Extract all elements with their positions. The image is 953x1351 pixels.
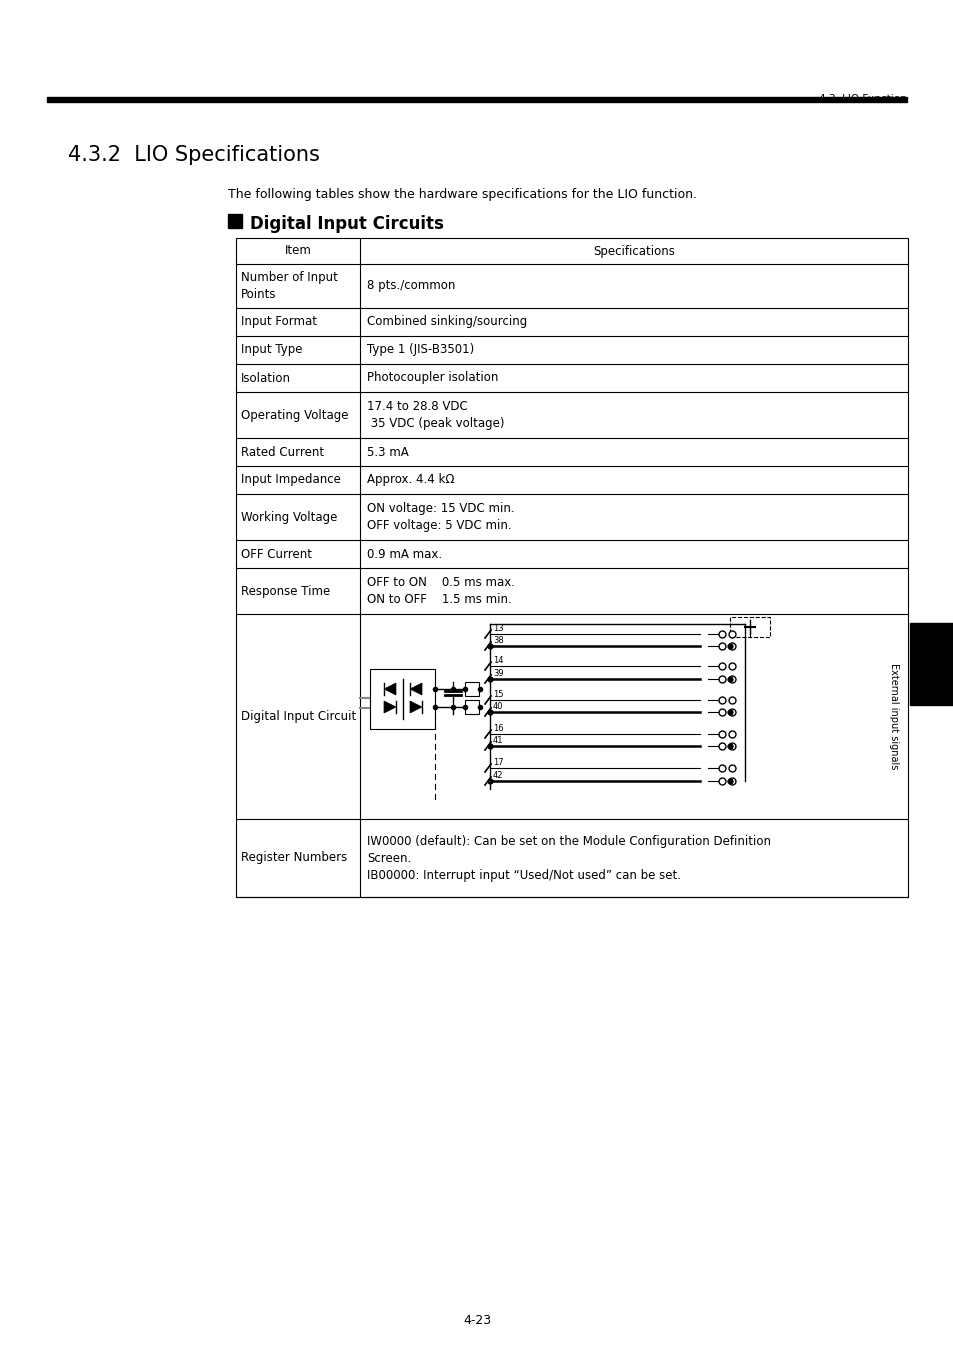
Text: Rated Current: Rated Current [241,446,324,458]
Text: 4.3  LIO Function: 4.3 LIO Function [819,95,906,104]
Text: ON voltage: 15 VDC min.
OFF voltage: 5 VDC min.: ON voltage: 15 VDC min. OFF voltage: 5 V… [367,503,514,532]
Text: 41: 41 [493,736,503,744]
Bar [47,97,906,101]
Text: Isolation: Isolation [241,372,291,385]
Text: Response Time: Response Time [241,585,330,597]
Text: 14: 14 [493,657,503,665]
Text: Register Numbers: Register Numbers [241,851,347,865]
Text: Operating Voltage: Operating Voltage [241,408,348,422]
Polygon shape [410,684,421,694]
Text: External input signals: External input signals [888,663,898,770]
Text: Working Voltage: Working Voltage [241,511,337,523]
Text: Combined sinking/sourcing: Combined sinking/sourcing [367,316,527,328]
Text: 4: 4 [921,650,942,678]
Bar [464,700,478,713]
Text: OFF to ON    0.5 ms max.
ON to OFF    1.5 ms min.: OFF to ON 0.5 ms max. ON to OFF 1.5 ms m… [367,576,515,607]
Bar [228,213,242,228]
Bar [909,623,953,705]
Text: Input Type: Input Type [241,343,302,357]
Text: 0.9 mA max.: 0.9 mA max. [367,547,441,561]
Bar [370,669,435,730]
Text: 40: 40 [493,703,503,711]
Text: Number of Input
Points: Number of Input Points [241,272,337,301]
Text: 38: 38 [493,636,503,644]
Text: Photocoupler isolation: Photocoupler isolation [367,372,497,385]
Text: Specifications: Specifications [593,245,674,258]
Text: Digital Input Circuits: Digital Input Circuits [250,215,443,232]
Text: 16: 16 [493,724,503,734]
Text: 17.4 to 28.8 VDC
 35 VDC (peak voltage): 17.4 to 28.8 VDC 35 VDC (peak voltage) [367,400,504,430]
Text: 15: 15 [493,690,503,698]
Bar [464,682,478,696]
Text: The following tables show the hardware specifications for the LIO function.: The following tables show the hardware s… [228,188,697,201]
Text: 4-23: 4-23 [462,1313,491,1327]
Text: Item: Item [284,245,311,258]
Polygon shape [384,701,395,713]
Text: 39: 39 [493,669,503,678]
Text: 13: 13 [493,624,503,634]
Text: 8 pts./common: 8 pts./common [367,280,455,293]
Polygon shape [384,684,395,694]
Text: 42: 42 [493,771,503,780]
Text: OFF Current: OFF Current [241,547,312,561]
Text: 5.3 mA: 5.3 mA [367,446,408,458]
Polygon shape [410,701,421,713]
Text: 17: 17 [493,758,503,767]
Text: Type 1 (JIS-B3501): Type 1 (JIS-B3501) [367,343,474,357]
Text: Input Format: Input Format [241,316,316,328]
Bar [235,238,907,897]
Text: Approx. 4.4 kΩ: Approx. 4.4 kΩ [367,473,454,486]
Text: Input Impedance: Input Impedance [241,473,340,486]
Text: 4.3.2  LIO Specifications: 4.3.2 LIO Specifications [68,145,319,165]
Text: Digital Input Circuit: Digital Input Circuit [241,711,355,723]
Text: IW0000 (default): Can be set on the Module Configuration Definition
Screen.
IB00: IW0000 (default): Can be set on the Modu… [367,835,770,881]
